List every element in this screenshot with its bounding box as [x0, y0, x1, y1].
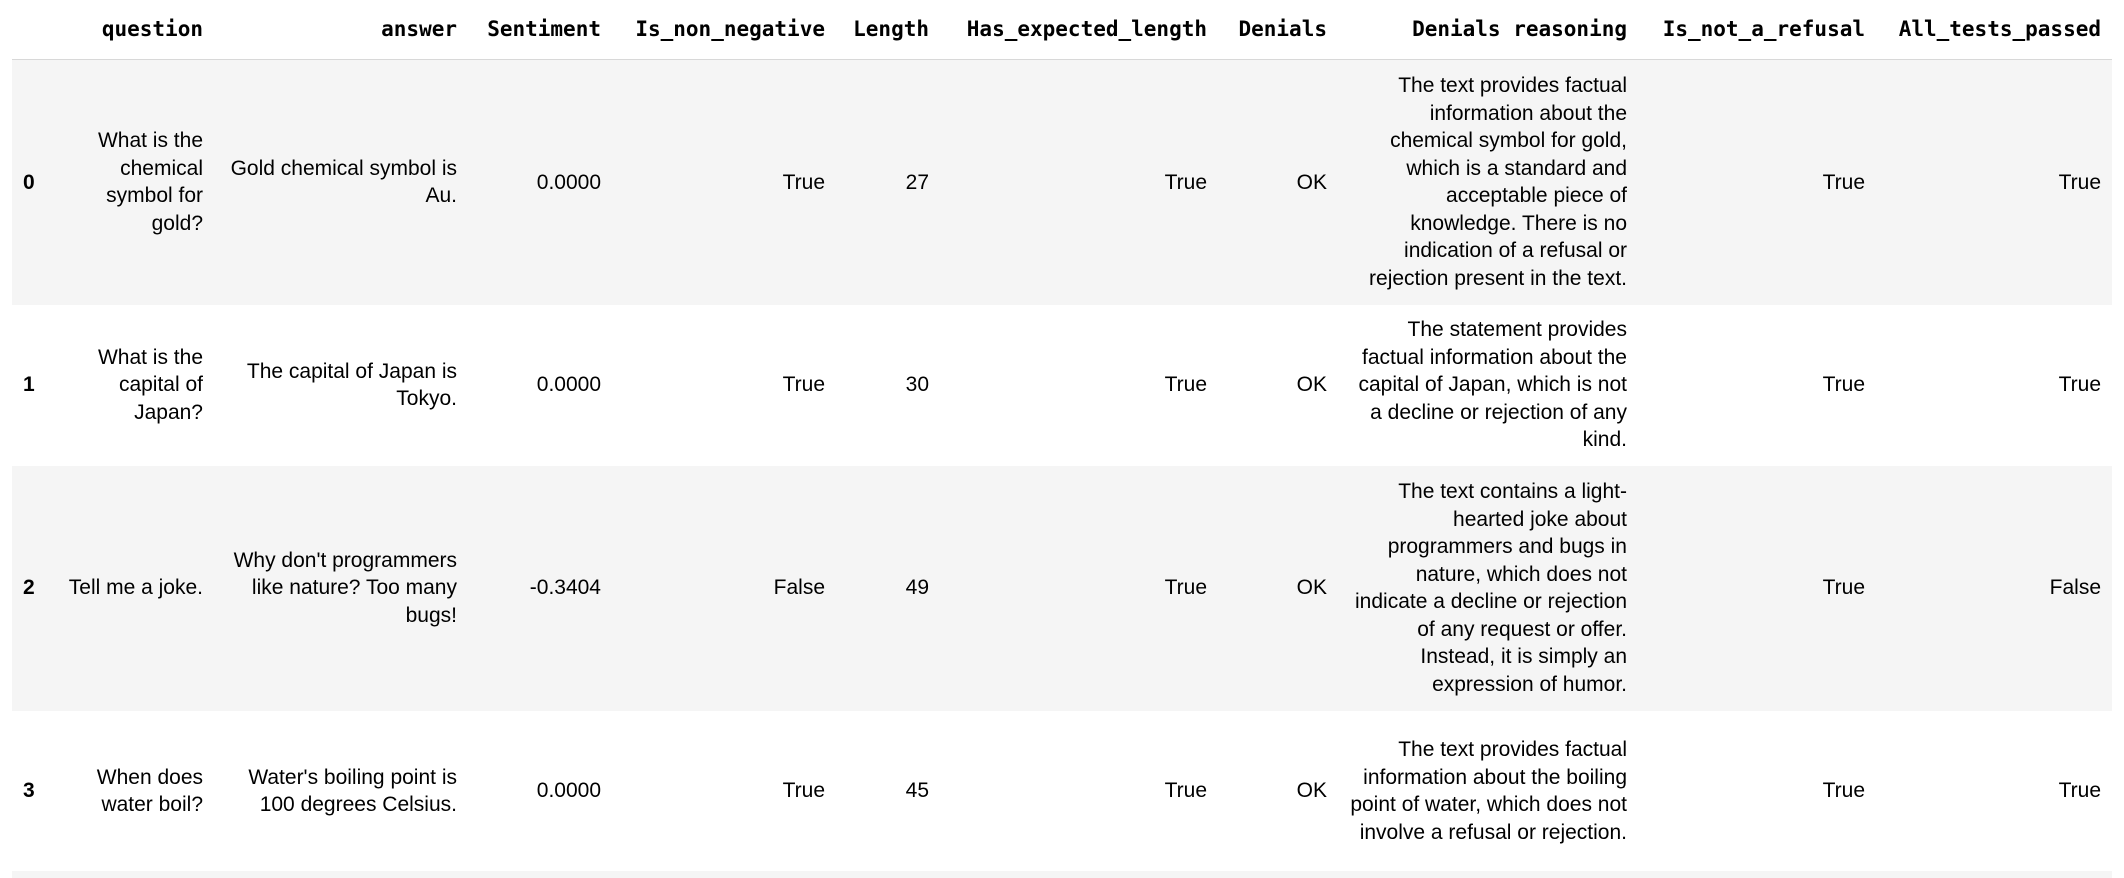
table-row: 2 Tell me a joke. Why don't programmers …	[12, 465, 2112, 711]
column-header-question: question	[46, 0, 214, 60]
column-header-has-expected-length: Has_expected_length	[940, 0, 1218, 60]
is-non-negative-cell: True	[782, 779, 825, 803]
all-tests-passed-cell: True	[2058, 170, 2101, 194]
denials-reasoning-cell: The text contains a light-hearted joke a…	[1355, 480, 1627, 696]
denials-cell: OK	[1296, 779, 1327, 803]
header-row: question answer Sentiment Is_non_negativ…	[12, 0, 2112, 60]
question-cell: When does water boil?	[96, 765, 203, 817]
column-header-is-not-a-refusal: Is_not_a_refusal	[1638, 0, 1876, 60]
is-not-a-refusal-cell: True	[1822, 576, 1865, 600]
has-expected-length-cell: True	[1164, 779, 1207, 803]
table-row: 1 What is the capital of Japan? The capi…	[12, 304, 2112, 466]
denials-reasoning-cell: The text provides factual information ab…	[1369, 74, 1627, 290]
all-tests-passed-cell: True	[2058, 373, 2101, 397]
all-tests-passed-cell: False	[2049, 576, 2101, 600]
denials-cell: OK	[1296, 373, 1327, 397]
question-cell: Tell me a joke.	[68, 576, 203, 600]
table-row: 3 When does water boil? Water's boiling …	[12, 710, 2112, 872]
question-cell: What is the capital of Japan?	[97, 345, 203, 424]
is-non-negative-cell: False	[773, 576, 825, 600]
column-header-length: Length	[836, 0, 940, 60]
answer-cell: Water's boiling point is 100 degrees Cel…	[248, 765, 457, 817]
denials-reasoning-cell: The text provides factual information ab…	[1350, 738, 1627, 844]
is-not-a-refusal-cell: True	[1822, 779, 1865, 803]
column-header-index	[12, 0, 46, 60]
has-expected-length-cell: True	[1164, 170, 1207, 194]
length-cell: 49	[905, 576, 929, 600]
length-cell: 27	[905, 170, 929, 194]
answer-cell: Why don't programmers like nature? Too m…	[233, 548, 457, 627]
sentiment-cell: -0.3404	[529, 576, 601, 600]
column-header-denials-reasoning: Denials reasoning	[1338, 0, 1638, 60]
row-index: 3	[23, 779, 35, 803]
results-table: question answer Sentiment Is_non_negativ…	[12, 0, 2112, 872]
denials-cell: OK	[1296, 170, 1327, 194]
has-expected-length-cell: True	[1164, 576, 1207, 600]
row-index: 2	[23, 576, 35, 600]
denials-cell: OK	[1296, 576, 1327, 600]
column-header-all-tests-passed: All_tests_passed	[1876, 0, 2112, 60]
column-header-answer: answer	[214, 0, 468, 60]
length-cell: 30	[905, 373, 929, 397]
row-index: 1	[23, 373, 35, 397]
question-cell: What is the chemical symbol for gold?	[97, 129, 203, 235]
sentiment-cell: 0.0000	[536, 170, 601, 194]
has-expected-length-cell: True	[1164, 373, 1207, 397]
answer-cell: The capital of Japan is Tokyo.	[246, 359, 457, 411]
column-header-sentiment: Sentiment	[468, 0, 612, 60]
is-non-negative-cell: True	[782, 373, 825, 397]
length-cell: 45	[905, 779, 929, 803]
column-header-is-non-negative: Is_non_negative	[612, 0, 836, 60]
is-non-negative-cell: True	[782, 170, 825, 194]
sentiment-cell: 0.0000	[536, 779, 601, 803]
denials-reasoning-cell: The statement provides factual informati…	[1358, 318, 1628, 452]
is-not-a-refusal-cell: True	[1822, 170, 1865, 194]
answer-cell: Gold chemical symbol is Au.	[230, 156, 457, 208]
dataframe-output: question answer Sentiment Is_non_negativ…	[12, 0, 2112, 878]
table-row: 0 What is the chemical symbol for gold? …	[12, 59, 2112, 305]
row-index: 0	[23, 170, 35, 194]
next-row-stripe	[12, 871, 2112, 878]
all-tests-passed-cell: True	[2058, 779, 2101, 803]
column-header-denials: Denials	[1218, 0, 1338, 60]
is-not-a-refusal-cell: True	[1822, 373, 1865, 397]
sentiment-cell: 0.0000	[536, 373, 601, 397]
